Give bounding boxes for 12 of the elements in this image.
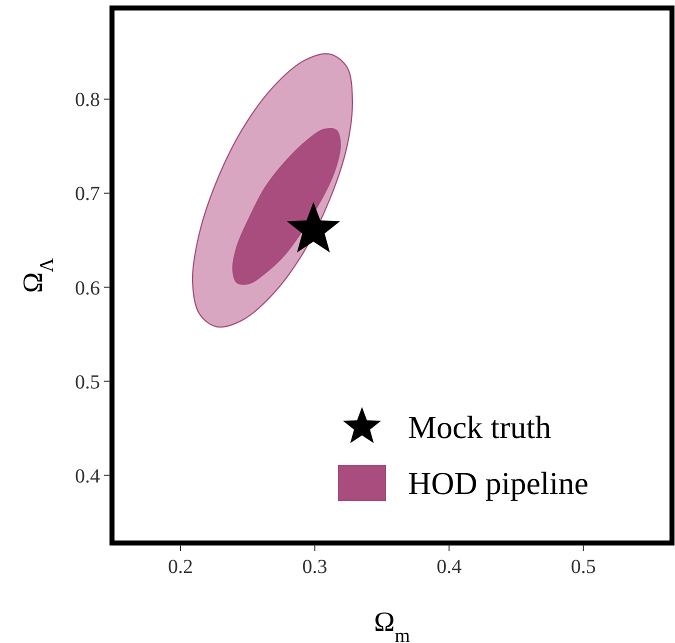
y-tick-label: 0.4: [75, 465, 100, 488]
y-tick-label: 0.5: [75, 371, 100, 394]
x-axis-title: Ω$_{m}$: [374, 607, 410, 643]
x-tick-label: 0.4: [436, 556, 462, 578]
y-tick-label: 0.6: [75, 277, 100, 300]
x-tick-label: 0.5: [570, 556, 596, 578]
y-tick-label: 0.7: [75, 183, 100, 206]
legend-label: HOD pipeline: [408, 465, 588, 501]
x-tick-label: 0.2: [168, 556, 193, 578]
x-tick-label: 0.3: [302, 556, 328, 578]
y-tick-label: 0.8: [75, 89, 100, 112]
legend-label: Mock truth: [408, 409, 552, 445]
